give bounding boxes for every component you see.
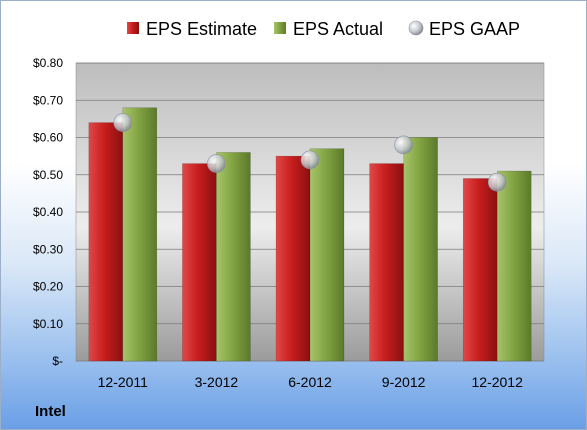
y-tick-label: $0.50 bbox=[33, 168, 63, 182]
bar-eps-estimate bbox=[462, 178, 498, 362]
marker-eps-gaap bbox=[487, 172, 507, 192]
bar-eps-actual bbox=[122, 107, 158, 362]
bar-series bbox=[88, 107, 532, 362]
marker-eps-gaap bbox=[394, 135, 413, 155]
bar-eps-actual bbox=[403, 137, 438, 362]
x-tick-label: 12-2011 bbox=[98, 374, 149, 390]
y-tick-label: $0.70 bbox=[33, 93, 63, 107]
y-tick-label: $0.60 bbox=[33, 131, 63, 145]
x-tick-label: 6-2012 bbox=[288, 374, 332, 390]
y-tick-label: $0.10 bbox=[33, 317, 63, 331]
x-tick-label: 9-2012 bbox=[382, 374, 426, 390]
bar-eps-actual bbox=[216, 152, 251, 362]
y-axis: $- $0.10 $0.20 $0.30 $0.40 $0.50 $0.60 $0.70 $0.… bbox=[33, 56, 63, 368]
y-tick-label: $0.80 bbox=[33, 56, 63, 70]
company-label: Intel bbox=[35, 403, 66, 420]
legend-swatch-eps-actual bbox=[274, 22, 286, 34]
bar-eps-estimate bbox=[182, 163, 217, 362]
x-tick-label: 3-2012 bbox=[195, 374, 239, 390]
bar-eps-actual bbox=[496, 170, 532, 362]
y-tick-label: $0.40 bbox=[33, 205, 63, 219]
legend-swatch-eps-estimate bbox=[127, 22, 139, 34]
y-tick-label: $0.30 bbox=[33, 242, 63, 256]
y-tick-label: $0.20 bbox=[33, 280, 63, 294]
gaap-markers bbox=[113, 113, 507, 192]
legend-label-eps-gaap: EPS GAAP bbox=[429, 19, 520, 39]
bar-eps-estimate bbox=[369, 163, 404, 362]
marker-eps-gaap bbox=[113, 113, 133, 132]
marker-eps-gaap bbox=[300, 150, 320, 170]
legend-label-eps-estimate: EPS Estimate bbox=[146, 19, 257, 39]
chart-legend: EPS Estimate EPS Actual EPS GAAP bbox=[127, 19, 520, 39]
x-tick-label: 12-2012 bbox=[472, 374, 524, 390]
marker-eps-gaap bbox=[207, 154, 226, 173]
bar-eps-estimate bbox=[88, 122, 124, 362]
legend-label-eps-actual: EPS Actual bbox=[293, 19, 383, 39]
bar-eps-estimate bbox=[275, 155, 311, 362]
x-axis: 12-2011 3-2012 6-2012 9-2012 12-2012 bbox=[98, 374, 523, 390]
y-tick-label: $- bbox=[52, 354, 63, 368]
legend-swatch-eps-gaap bbox=[408, 20, 424, 36]
bar-eps-actual bbox=[309, 148, 345, 362]
